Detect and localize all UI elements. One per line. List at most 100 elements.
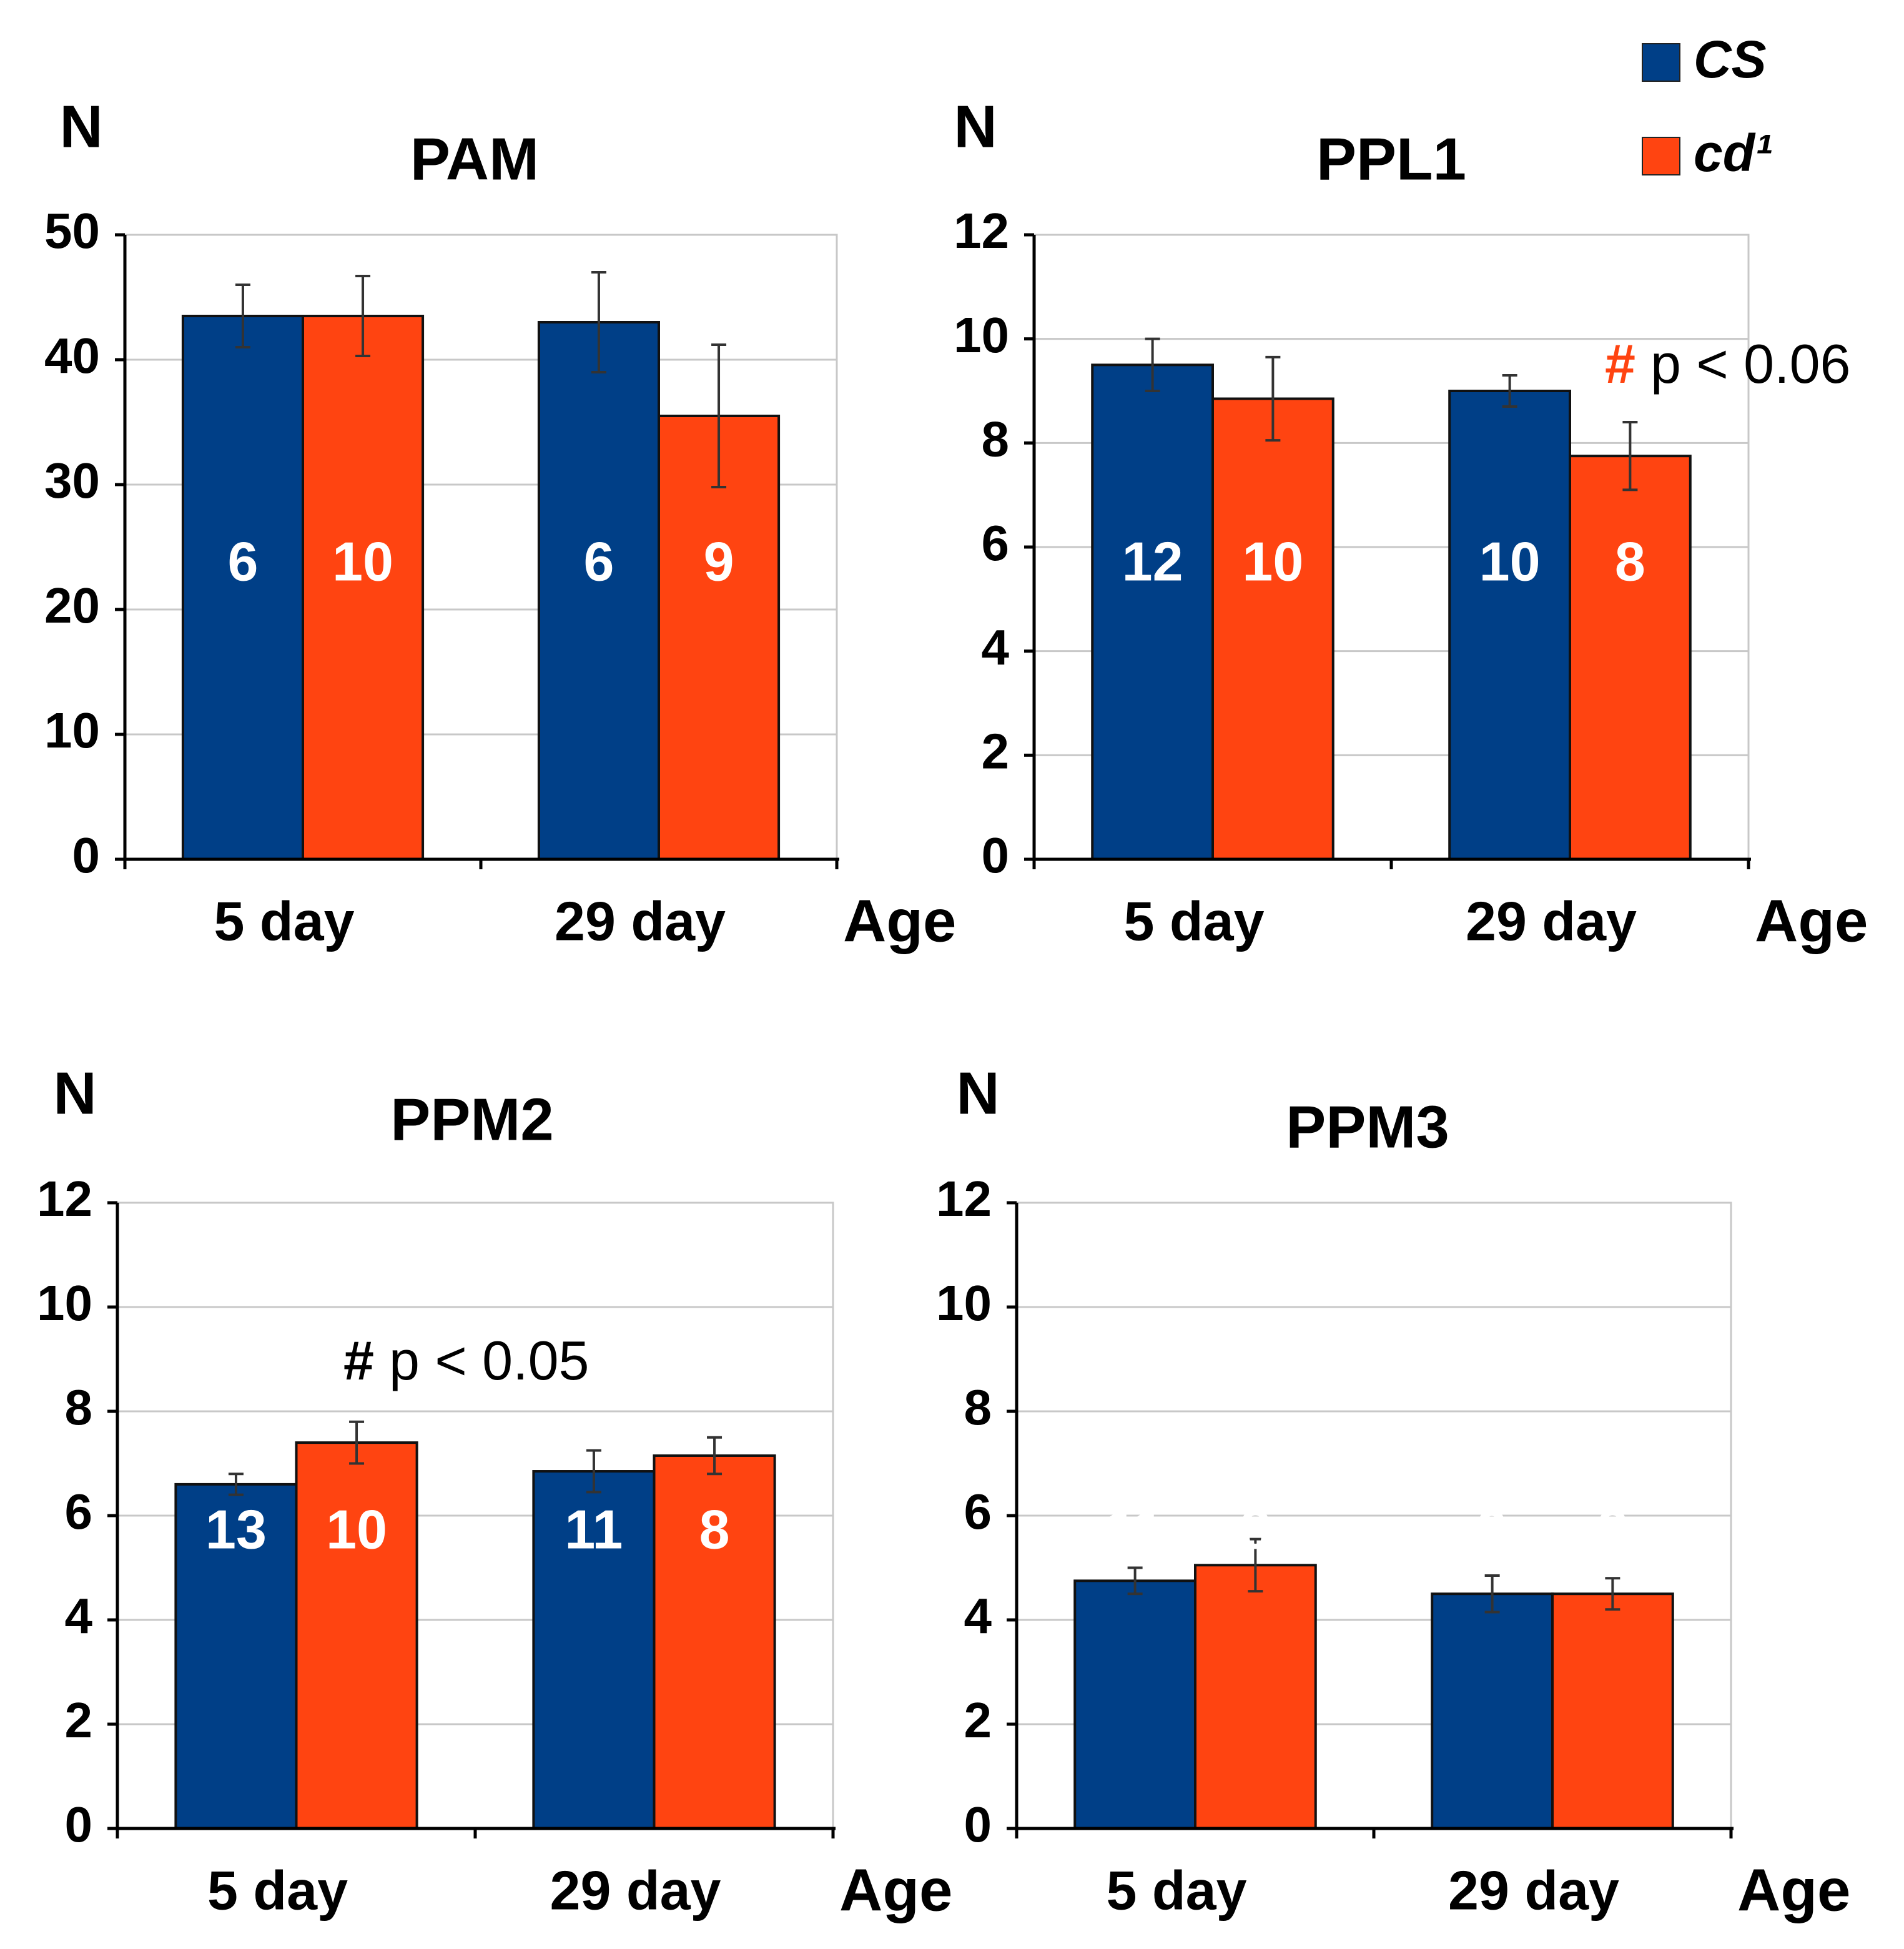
error-bar (711, 343, 727, 488)
bar (653, 1454, 776, 1830)
bar (1551, 1592, 1674, 1830)
error-bar (586, 1449, 601, 1494)
y-tick-label: 12 (936, 1171, 992, 1226)
n-label: 9 (1477, 1498, 1507, 1560)
legend-swatch (1642, 43, 1680, 82)
error-bar (1145, 337, 1160, 392)
n-label: 9 (704, 530, 734, 592)
annotation-symbol: # (1605, 333, 1635, 395)
chart-title: PPL1 (1316, 126, 1466, 192)
n-label: 6 (227, 530, 258, 592)
y-tick-label: 6 (65, 1484, 93, 1539)
bar (1569, 455, 1692, 861)
y-tick-label: 10 (954, 307, 1009, 363)
y-tick-label: 12 (37, 1171, 92, 1226)
bar (1448, 390, 1572, 861)
chart-title: PPM3 (1286, 1093, 1449, 1160)
bar (532, 1470, 656, 1830)
bar (1431, 1592, 1554, 1830)
n-label: 8 (1615, 530, 1645, 592)
error-bar (1127, 1566, 1143, 1596)
y-tick-label: 8 (964, 1379, 992, 1435)
legend-swatch (1642, 137, 1680, 175)
y-tick-label: 8 (65, 1379, 93, 1435)
bar (1091, 363, 1214, 861)
error-bar (707, 1436, 723, 1476)
annotation-symbol: # (343, 1330, 374, 1391)
error-bar (1484, 1574, 1500, 1614)
x-tick-label: 5 day (1106, 1859, 1246, 1921)
y-tick-label: 2 (982, 723, 1010, 779)
n-label: 8 (1240, 1498, 1271, 1560)
y-tick-label: 10 (37, 1275, 92, 1331)
chart-title: PPM2 (390, 1086, 553, 1153)
x-tick-label: 29 day (1466, 890, 1637, 952)
chart-title: PAM (410, 126, 539, 192)
n-label: 10 (1479, 530, 1541, 592)
error-bar (349, 1420, 365, 1465)
bar (1194, 1564, 1317, 1830)
y-tick-label: 50 (44, 203, 100, 259)
n-label: 10 (326, 1498, 387, 1560)
y-tick-label: 10 (936, 1275, 992, 1331)
x-tick-label: 5 day (214, 890, 354, 952)
y-tick-label: 2 (964, 1692, 992, 1748)
x-axis-label: Age (1737, 1857, 1850, 1923)
annotation: # p < 0.05 (343, 1330, 589, 1391)
legend-label: CS (1694, 30, 1767, 89)
legend-label: cd¹ (1694, 124, 1772, 182)
error-bar (1248, 1537, 1263, 1593)
y-tick-label: 30 (44, 453, 100, 508)
x-axis-label: Age (1755, 887, 1868, 954)
y-axis-label: N (59, 93, 102, 160)
n-label: 11 (1106, 1498, 1164, 1560)
x-axis-label: Age (839, 1857, 952, 1923)
x-tick-label: 29 day (550, 1859, 721, 1921)
annotation-text: p < 0.05 (389, 1330, 589, 1391)
y-tick-label: 12 (954, 203, 1009, 259)
error-bar (355, 275, 371, 357)
y-tick-label: 4 (982, 619, 1010, 675)
error-bar (1502, 374, 1517, 408)
annotation-text: p < 0.06 (1650, 333, 1851, 395)
error-bar (1265, 355, 1281, 442)
error-bar (1622, 421, 1638, 491)
error-bar (591, 271, 606, 373)
bar (1211, 397, 1334, 861)
y-tick-label: 6 (964, 1484, 992, 1539)
y-tick-label: 0 (964, 1797, 992, 1852)
y-tick-label: 4 (964, 1588, 992, 1644)
error-bar (1605, 1577, 1620, 1611)
y-tick-label: 2 (65, 1692, 93, 1748)
n-label: 10 (1242, 530, 1303, 592)
y-tick-label: 40 (44, 328, 100, 383)
bar (174, 1483, 298, 1830)
bar (295, 1441, 418, 1830)
bar (658, 415, 781, 861)
x-tick-label: 29 day (1448, 1859, 1619, 1921)
annotation: # p < 0.06 (1605, 333, 1850, 395)
bar (1073, 1579, 1196, 1830)
y-tick-label: 4 (65, 1588, 93, 1644)
n-label: 8 (699, 1498, 730, 1560)
n-label: 6 (583, 530, 614, 592)
y-tick-label: 10 (44, 703, 100, 758)
y-axis-label: N (954, 93, 997, 160)
x-tick-label: 5 day (1123, 890, 1264, 952)
y-axis-label: N (956, 1060, 999, 1127)
x-axis-label: Age (843, 887, 956, 954)
n-label: 8 (1597, 1498, 1628, 1560)
x-tick-label: 5 day (207, 1859, 348, 1921)
y-tick-label: 8 (982, 411, 1010, 466)
n-label: 11 (565, 1498, 623, 1560)
y-tick-label: 6 (982, 515, 1010, 571)
error-bar (235, 284, 250, 348)
y-tick-label: 0 (72, 827, 101, 883)
y-tick-label: 0 (65, 1797, 93, 1852)
n-label: 12 (1122, 530, 1183, 592)
n-label: 13 (205, 1498, 267, 1560)
y-axis-label: N (53, 1060, 96, 1127)
n-label: 10 (332, 530, 393, 592)
